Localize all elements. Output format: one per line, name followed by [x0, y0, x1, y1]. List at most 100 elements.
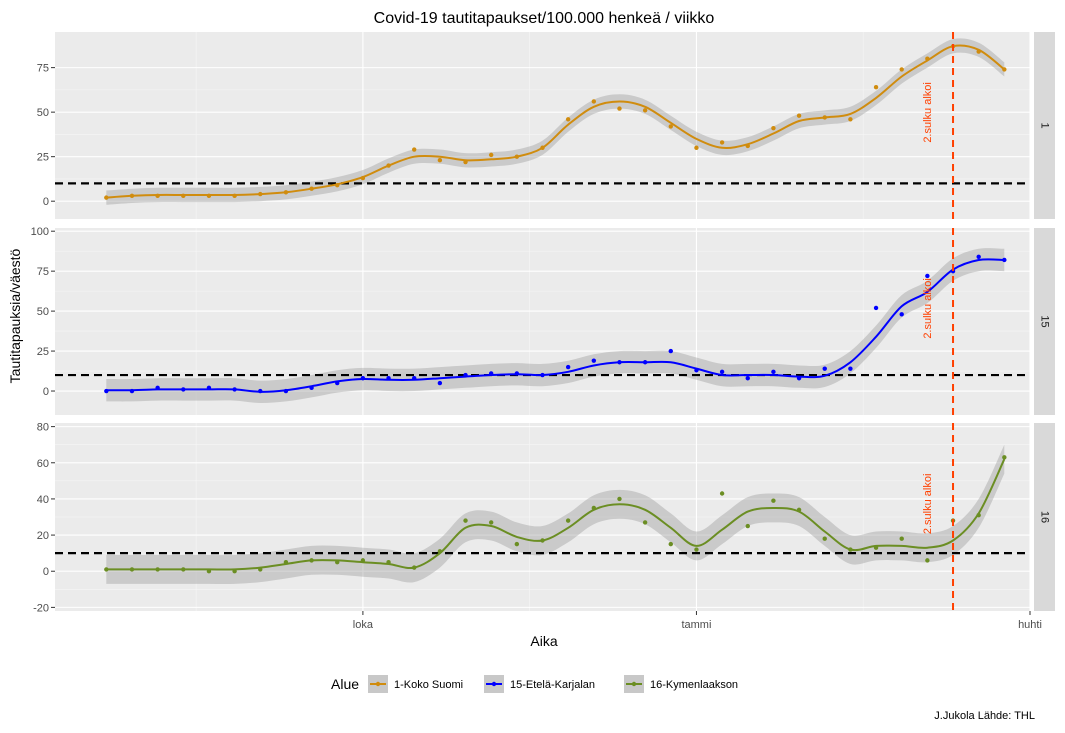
legend-item: 1-Koko Suomi	[368, 675, 463, 693]
annotation-label: 2.sulku alkoi	[922, 82, 934, 143]
annotation-label: 2.sulku alkoi	[922, 278, 934, 339]
confidence-band	[106, 248, 1005, 404]
data-point	[540, 538, 545, 543]
y-tick-label: 0	[43, 566, 49, 578]
x-axis-label: Aika	[530, 633, 557, 649]
legend-label: 15-Etelä-Karjalan	[510, 679, 595, 691]
data-point	[617, 496, 622, 502]
data-point	[129, 567, 135, 572]
data-point	[360, 558, 366, 563]
data-point	[232, 387, 237, 392]
data-point	[104, 388, 109, 394]
data-point	[412, 147, 417, 152]
legend-key-point	[375, 681, 381, 687]
panel-background	[55, 32, 1030, 219]
data-point	[745, 143, 750, 149]
facet-panel-16: -20 0 20 40 60 80 2.sulku alkoi 16	[33, 422, 1055, 614]
data-point	[360, 175, 366, 181]
data-point	[129, 388, 135, 394]
data-point	[155, 193, 160, 199]
legend-title: Alue	[331, 676, 359, 692]
data-point	[309, 186, 314, 191]
data-point	[976, 512, 981, 518]
data-point	[1002, 67, 1007, 72]
y-tick-label: 50	[37, 107, 49, 119]
legend-key-point	[491, 681, 497, 687]
facet-strip	[1034, 423, 1055, 611]
data-point	[694, 547, 699, 552]
panel-background	[55, 228, 1030, 415]
data-point	[232, 569, 237, 574]
data-point	[591, 358, 597, 363]
y-axis-label: Tautitapauksia/väestö	[7, 248, 23, 383]
data-point	[565, 364, 571, 370]
legend-label: 16-Kymenlaakson	[650, 679, 738, 691]
data-point	[848, 366, 853, 371]
data-point	[155, 567, 160, 572]
y-tick-label: 75	[37, 266, 49, 278]
data-point	[591, 99, 597, 104]
data-point	[822, 366, 827, 371]
data-point	[591, 505, 597, 511]
data-point	[514, 541, 520, 547]
data-point	[437, 158, 443, 163]
data-point	[976, 49, 981, 54]
y-tick-label: 0	[43, 196, 49, 208]
data-point	[771, 369, 776, 375]
annotation-label: 2.sulku alkoi	[922, 474, 934, 535]
caption: J.Jukola Lähde: THL	[934, 710, 1035, 722]
data-point	[412, 565, 417, 570]
y-tick-label: -20	[33, 602, 49, 614]
data-point	[181, 193, 186, 199]
data-point	[488, 371, 494, 376]
data-point	[1002, 257, 1007, 263]
x-tick-label: huhti	[1018, 619, 1042, 631]
data-point	[488, 152, 494, 158]
data-point	[899, 67, 904, 72]
y-tick-label: 20	[37, 530, 49, 542]
data-point	[950, 268, 956, 274]
data-point	[925, 558, 930, 563]
facet-strip-label: 15	[1039, 315, 1051, 327]
x-tick-label: tammi	[681, 619, 711, 631]
y-tick-label: 75	[37, 63, 49, 75]
legend-item: 15-Etelä-Karjalan	[484, 675, 595, 693]
data-point	[283, 190, 289, 195]
facet-strip	[1034, 228, 1055, 415]
data-point	[386, 376, 391, 381]
data-point	[796, 507, 802, 512]
data-point	[181, 387, 186, 392]
data-point	[771, 125, 776, 131]
data-point	[668, 124, 673, 129]
data-point	[694, 368, 699, 373]
data-point	[719, 369, 725, 375]
data-point	[796, 113, 802, 118]
data-point	[873, 545, 879, 550]
data-point	[335, 182, 340, 188]
data-point	[488, 520, 494, 525]
data-point	[206, 193, 212, 199]
facet-panel-15: 0 25 50 75 100 2.sulku alkoi 15	[31, 226, 1055, 415]
data-point	[104, 195, 109, 200]
data-point	[822, 115, 827, 120]
data-point	[617, 360, 622, 365]
data-point	[540, 145, 545, 150]
y-tick-label: 60	[37, 458, 49, 470]
confidence-band	[106, 38, 1005, 205]
data-point	[642, 108, 648, 113]
data-point	[745, 523, 750, 529]
data-point	[771, 498, 776, 503]
y-tick-label: 25	[37, 346, 49, 358]
chart-title: Covid-19 tautitapaukset/100.000 henkeä /…	[374, 10, 715, 27]
data-point	[1002, 455, 1007, 460]
data-point	[360, 376, 366, 381]
data-point	[796, 376, 802, 381]
data-point	[335, 559, 340, 565]
facet-strip-label: 16	[1039, 511, 1051, 523]
data-point	[129, 193, 135, 199]
data-point	[899, 312, 904, 317]
facet-panels: 0 25 50 75 2.sulku alkoi 1 0 25 50 75 100 2.sulku a…	[31, 32, 1055, 614]
data-point	[642, 520, 648, 525]
data-point	[258, 388, 263, 394]
